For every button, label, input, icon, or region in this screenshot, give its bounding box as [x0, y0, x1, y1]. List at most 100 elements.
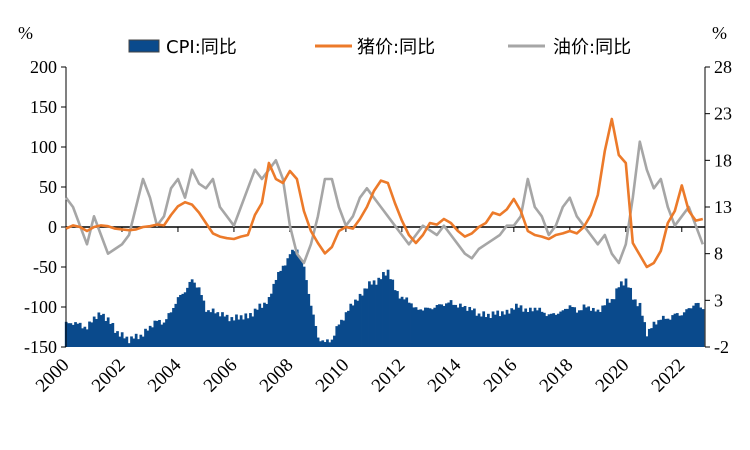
cpi-bar	[347, 310, 350, 347]
right-tick-label: -2	[714, 337, 729, 357]
cpi-bar	[643, 322, 647, 347]
cpi-bar	[335, 326, 339, 347]
cpi-bar	[120, 332, 124, 347]
x-tick-label: 2020	[592, 355, 634, 397]
cpi-bar	[90, 322, 94, 347]
cpi-bar	[377, 277, 381, 347]
cpi-bar	[83, 326, 87, 347]
cpi-bar	[629, 287, 633, 347]
cpi-bar	[330, 339, 334, 347]
cpi-bar	[356, 300, 360, 347]
cpi-bar	[130, 336, 133, 347]
cpi-bar	[412, 307, 416, 347]
cpi-bar	[354, 299, 357, 347]
cpi-bar	[251, 316, 255, 347]
cpi-bar	[260, 307, 264, 347]
cpi-bar	[410, 303, 413, 347]
cpi-bar	[116, 331, 119, 347]
cpi-bar	[256, 309, 259, 347]
cpi-bar	[195, 287, 199, 347]
cpi-bar	[645, 336, 649, 347]
cpi-bar	[396, 291, 399, 347]
cpi-bar	[533, 307, 537, 347]
right-tick-label: 23	[714, 104, 732, 124]
cpi-bar	[230, 317, 234, 347]
cpi-bar	[596, 309, 600, 347]
cpi-bar	[118, 336, 122, 347]
cpi-bar	[158, 319, 161, 347]
cpi-bar	[631, 299, 635, 347]
cpi-bar	[452, 304, 455, 347]
cpi-bar	[221, 312, 224, 347]
cpi-bar	[74, 322, 77, 347]
cpi-bar	[517, 307, 521, 347]
cpi-bar	[617, 287, 621, 347]
cpi-bar	[288, 254, 292, 347]
cpi-bar	[216, 312, 220, 347]
x-tick-label: 2004	[144, 354, 186, 396]
cpi-bar	[496, 310, 500, 347]
cpi-bar	[678, 315, 681, 347]
cpi-bar	[242, 319, 245, 347]
cpi-bar	[351, 305, 355, 347]
x-tick-label: 2006	[200, 355, 242, 397]
cpi-bar	[349, 303, 353, 347]
cpi-bar	[76, 323, 80, 347]
cpi-bar	[407, 302, 411, 347]
cpi-bar	[619, 281, 623, 347]
cpi-bar	[244, 313, 248, 347]
cpi-bar	[680, 315, 684, 347]
cpi-bar	[696, 302, 700, 347]
cpi-bar	[477, 313, 481, 347]
cpi-bar	[463, 305, 467, 347]
cpi-bar	[146, 330, 150, 347]
cpi-bar	[659, 319, 663, 347]
cpi-bar	[682, 312, 686, 347]
cpi-bar	[372, 280, 376, 347]
cpi-bars	[64, 249, 705, 347]
cpi-bar	[137, 339, 140, 347]
cpi-bar	[426, 307, 430, 347]
axes	[61, 66, 710, 348]
cpi-bar	[295, 249, 299, 347]
legend-label-pork: 猪价:同比	[357, 37, 435, 58]
cpi-bar	[370, 284, 374, 347]
x-tick-label: 2008	[256, 355, 298, 397]
cpi-bar	[188, 281, 192, 347]
cpi-bar	[323, 342, 327, 347]
cpi-bar	[638, 302, 642, 347]
cpi-bar	[209, 312, 213, 347]
cpi-bar	[197, 287, 201, 347]
cpi-bar	[421, 310, 425, 347]
x-tick-label: 2002	[88, 355, 130, 397]
cpi-bar	[67, 323, 70, 347]
cpi-bar	[675, 313, 679, 347]
cpi-bar	[321, 340, 325, 347]
cpi-bar	[438, 304, 441, 347]
cpi-bar	[522, 311, 525, 347]
cpi-bar	[132, 338, 136, 347]
right-tick-label: 18	[714, 150, 732, 170]
cpi-bar	[127, 343, 131, 347]
x-tick-label: 2022	[648, 355, 690, 397]
cpi-bar	[281, 265, 285, 347]
cpi-bar	[561, 310, 565, 347]
cpi-bar	[302, 266, 306, 347]
cpi-bar	[608, 302, 612, 347]
cpi-bar	[393, 290, 397, 347]
cpi-bar	[435, 304, 439, 347]
cpi-bar	[312, 314, 315, 347]
cpi-bar	[300, 260, 304, 347]
cpi-bar	[542, 312, 546, 347]
cpi-bar	[265, 303, 269, 347]
cpi-bar	[358, 293, 362, 347]
cpi-bar	[179, 294, 182, 347]
cpi-bar	[494, 314, 497, 347]
cpi-bar	[125, 336, 129, 347]
cpi-bar	[253, 308, 257, 347]
cpi-bar	[552, 313, 556, 347]
cpi-bar	[176, 297, 180, 347]
cpi-bar	[155, 320, 159, 347]
cpi-bar	[640, 315, 644, 347]
cpi-bar	[246, 318, 250, 347]
